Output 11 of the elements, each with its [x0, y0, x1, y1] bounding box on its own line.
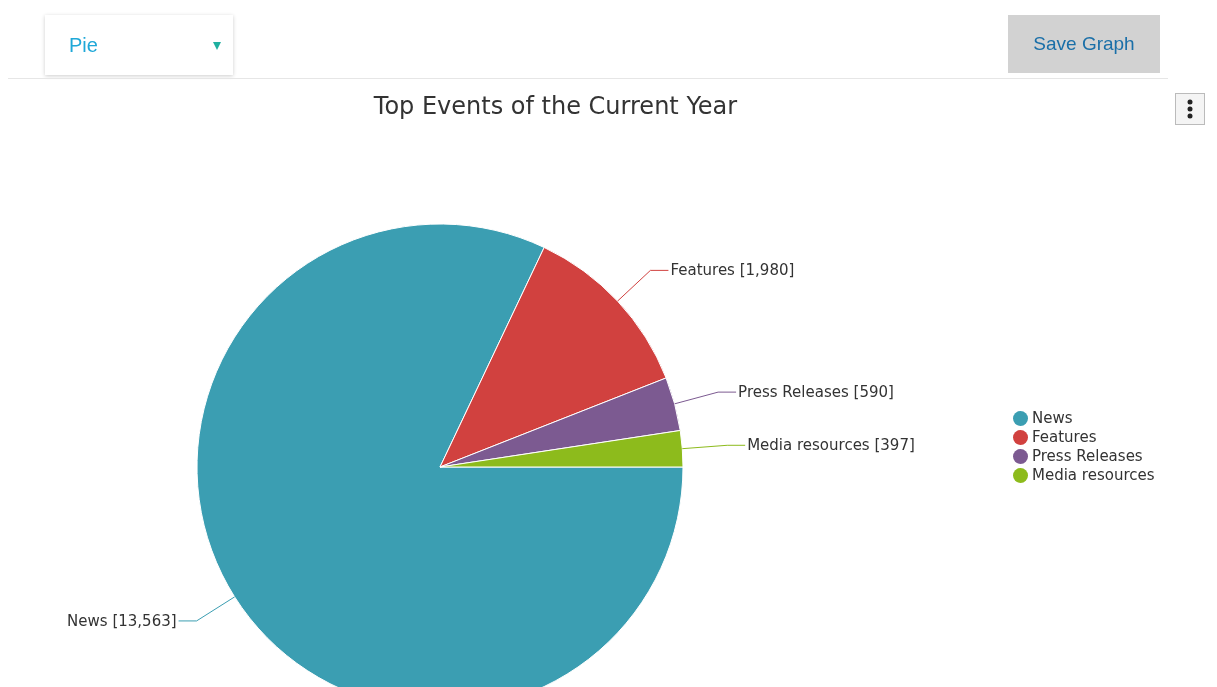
category-label: Media resources [397]	[747, 436, 915, 455]
text: Save Graph	[1008, 15, 1160, 73]
legend-label: Media resources	[1032, 466, 1155, 484]
category-label: News [13,563]	[67, 611, 177, 630]
category-label: Features [1,980]	[670, 261, 795, 280]
category-label: Press Releases [590]	[738, 383, 894, 402]
legend-label: News	[1032, 409, 1073, 427]
legend-label: Press Releases	[1032, 447, 1143, 465]
text: Pie	[69, 33, 98, 57]
chart-title: Top Events of the Current Year	[372, 92, 739, 120]
legend-label: Features	[1032, 428, 1097, 446]
